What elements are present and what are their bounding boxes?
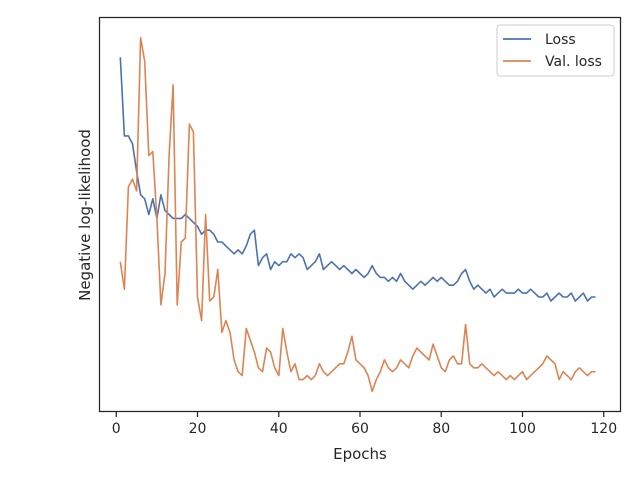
y-axis-label: Negative log-likelihood (76, 129, 94, 301)
series-line-loss (119, 57, 596, 302)
legend: Loss Val. loss (496, 24, 615, 77)
x-tick-label: 40 (270, 421, 288, 437)
x-tick-label: 80 (432, 421, 450, 437)
x-tick-label: 100 (509, 421, 536, 437)
legend-box (496, 24, 615, 77)
series-line-val-loss (119, 36, 596, 393)
x-tick-label: 60 (351, 421, 369, 437)
plot-frame (98, 16, 622, 413)
x-axis-ticks: 0 20 40 60 80 100 120 (112, 411, 617, 437)
x-tick-label: 20 (189, 421, 207, 437)
x-axis-label: Epochs (333, 445, 387, 463)
legend-label: Loss (545, 32, 576, 48)
x-tick-label: 0 (112, 421, 121, 437)
x-tick-label: 120 (590, 421, 617, 437)
legend-label: Val. loss (545, 54, 602, 70)
series-layer (119, 36, 596, 393)
